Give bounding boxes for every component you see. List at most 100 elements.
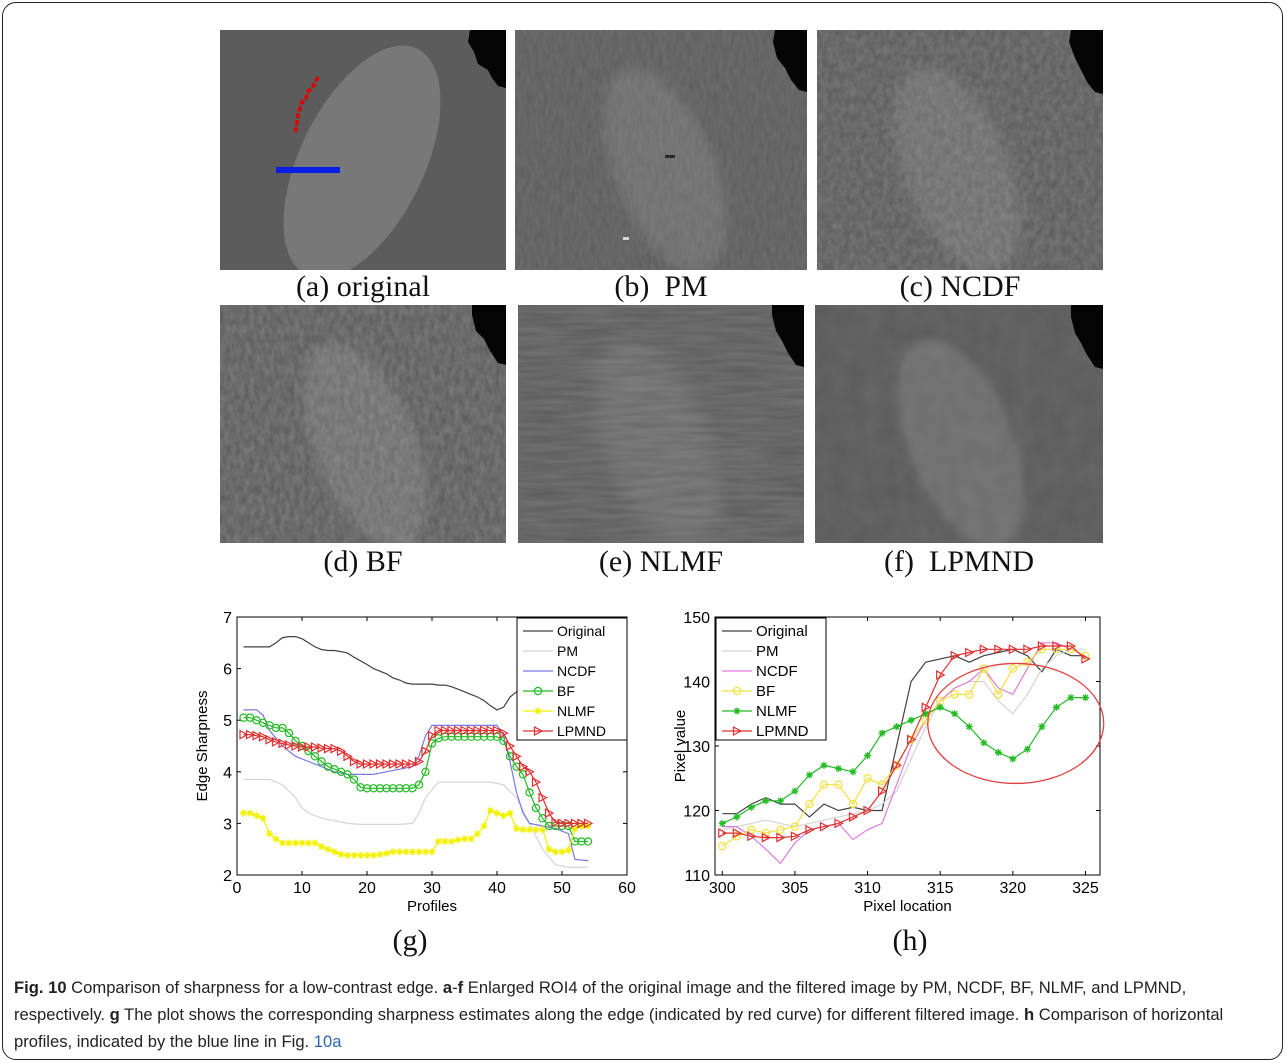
- data-point-lpmnd: [304, 742, 314, 753]
- x-tick-label: 40: [488, 880, 506, 897]
- data-point-lpmnd: [538, 792, 548, 803]
- data-point-lpmnd: [583, 818, 594, 829]
- caption-fig-link[interactable]: 10a: [313, 1032, 342, 1051]
- annotation-ellipse: [927, 662, 1105, 785]
- data-point-nlmf: [461, 835, 468, 843]
- data-point-bf: [421, 767, 430, 776]
- x-tick-label: 60: [618, 880, 636, 897]
- data-point-lpmnd: [486, 725, 496, 736]
- data-point-bf: [317, 757, 326, 766]
- y-tick-label: 150: [683, 610, 710, 627]
- x-axis-label: Profiles: [407, 898, 457, 915]
- data-point-lpmnd: [577, 818, 587, 829]
- data-point-bf: [401, 784, 411, 793]
- data-point-nlmf: [402, 848, 410, 856]
- legend-label: NCDF: [756, 663, 798, 680]
- legend-label: BF: [756, 683, 775, 700]
- data-point-nlmf: [1038, 723, 1046, 731]
- data-point-lpmnd: [382, 759, 392, 770]
- legend-label: PM: [756, 643, 779, 660]
- data-point-nlmf: [246, 809, 254, 817]
- data-point-bf: [239, 713, 248, 722]
- legend-label: NCDF: [557, 663, 596, 679]
- data-point-nlmf: [422, 848, 429, 856]
- y-tick-label: 110: [684, 868, 710, 885]
- y-tick-label: 140: [683, 675, 710, 692]
- data-point-bf: [819, 780, 829, 789]
- data-point-lpmnd: [863, 805, 873, 816]
- red-edge-curve: [293, 76, 320, 135]
- data-point-lpmnd: [401, 759, 412, 770]
- plot-g: 0 10 20 30 40 50 60 2 3 4 5 6 7 Profiles Edge Sharpnes…: [194, 605, 645, 920]
- data-point-bf: [395, 784, 404, 793]
- y-tick-label: 3: [223, 816, 232, 833]
- legend-box: [715, 617, 827, 741]
- data-point-lpmnd: [479, 725, 490, 736]
- data-point-nlmf: [428, 848, 436, 856]
- data-point-nlmf: [936, 703, 944, 711]
- data-point-lpmnd: [343, 751, 353, 762]
- data-point-nlmf: [350, 851, 358, 859]
- legend-marker: [733, 707, 741, 715]
- data-point-lpmnd: [979, 644, 990, 655]
- plot-label-h: (h): [892, 924, 928, 957]
- data-point-bf: [538, 814, 547, 823]
- data-point-lpmnd: [252, 730, 262, 741]
- data-point-nlmf: [526, 826, 533, 834]
- data-point-nlmf: [513, 825, 520, 833]
- data-point-nlmf: [396, 848, 403, 856]
- data-point-nlmf: [331, 848, 338, 856]
- x-tick-label: 305: [782, 880, 809, 897]
- x-tick-label: 20: [358, 880, 376, 897]
- data-point-bf: [965, 690, 974, 699]
- data-point-bf: [310, 752, 320, 761]
- data-point-nlmf: [532, 826, 540, 834]
- x-tick-label: 310: [854, 880, 881, 897]
- data-point-lpmnd: [1066, 641, 1077, 652]
- data-point-nlmf: [1052, 703, 1060, 711]
- data-point-nlmf: [344, 851, 351, 859]
- data-point-nlmf: [435, 837, 442, 845]
- data-point-lpmnd: [848, 811, 859, 822]
- plot-legend: Original PM NCDF BF NLMF LPMND: [516, 617, 628, 741]
- data-point-bf: [271, 723, 281, 733]
- data-point-lpmnd: [421, 746, 431, 757]
- data-point-bf: [718, 841, 727, 851]
- data-point-lpmnd: [551, 817, 561, 828]
- caption-dash: -: [452, 978, 458, 997]
- data-point-lpmnd: [492, 725, 503, 736]
- data-point-lpmnd: [570, 818, 581, 829]
- data-point-lpmnd: [466, 725, 477, 736]
- plot-g-svg: 0 10 20 30 40 50 60 2 3 4 5 6 7 Profiles Edge Sharpnes…: [194, 610, 636, 915]
- data-point-nlmf: [480, 822, 488, 830]
- data-point-lpmnd: [323, 743, 334, 754]
- data-point-lpmnd: [297, 742, 308, 753]
- data-point-bf: [531, 803, 541, 813]
- data-point-nlmf: [571, 825, 579, 833]
- data-point-nlmf: [409, 848, 416, 856]
- legend-marker: [732, 686, 742, 696]
- series-line-ncdf: [243, 709, 589, 862]
- data-point-bf: [805, 799, 814, 809]
- data-point-bf: [583, 837, 593, 846]
- data-point-bf: [994, 690, 1003, 699]
- x-tick-label: 0: [233, 880, 242, 897]
- legend-marker: [533, 726, 544, 736]
- data-point-lpmnd: [310, 742, 321, 753]
- data-point-nlmf: [747, 803, 755, 811]
- data-point-lpmnd: [434, 725, 444, 736]
- image-b-pm: [515, 30, 807, 270]
- data-point-nlmf: [318, 843, 325, 851]
- caption-fig-number: Fig. 10: [14, 978, 67, 997]
- data-point-lpmnd: [388, 759, 399, 770]
- panel-label-c: (c) NCDF: [899, 270, 1021, 303]
- data-point-lpmnd: [1008, 644, 1019, 655]
- data-point-nlmf: [500, 812, 507, 820]
- data-point-nlmf: [454, 836, 462, 844]
- data-point-nlmf: [878, 729, 886, 737]
- data-point-lpmnd: [317, 743, 327, 754]
- figure-caption: Fig. 10 Comparison of sharpness for a lo…: [14, 974, 1276, 1055]
- data-point-lpmnd: [447, 725, 457, 736]
- plot-h-svg: 300 305 310 315 320 325 110 120 130 140 150 Pixel l…: [672, 610, 1105, 915]
